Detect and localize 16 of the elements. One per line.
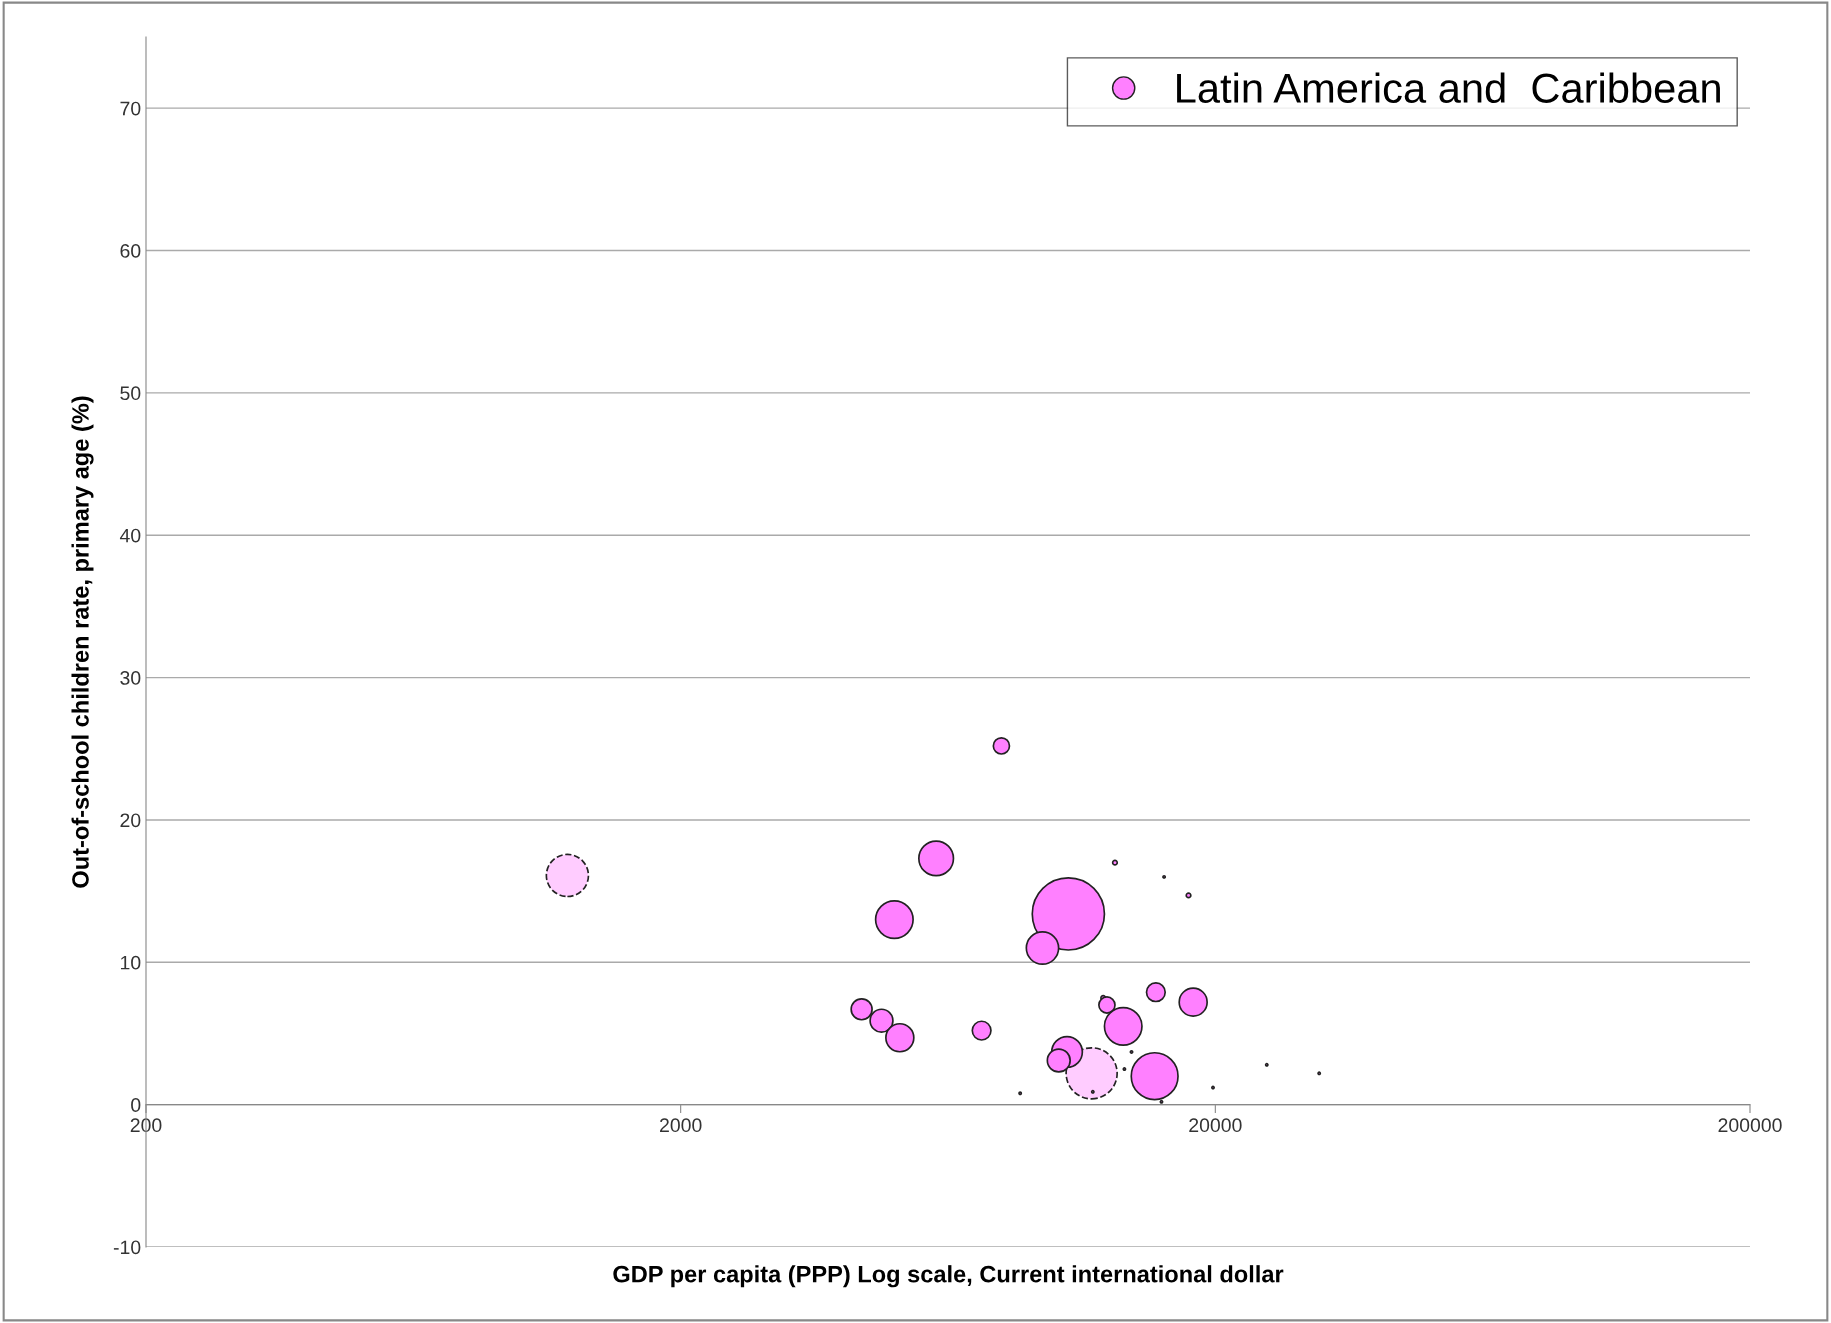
y-axis-title: Out-of-school children rate, primary age (%)	[71, 396, 94, 888]
y-tick-label: 70	[120, 101, 141, 116]
y-tick-label: 10	[121, 955, 141, 970]
x-tick-label: 200000	[1718, 1118, 1782, 1133]
x-tick-label: 2000	[660, 1118, 702, 1133]
x-tick-label: 20000	[1189, 1118, 1242, 1133]
x-axis-title: GDP per capita (PPP) Log scale, Current international dollar	[613, 1265, 1284, 1288]
x-tick-label: 200	[130, 1118, 162, 1133]
y-tick-label: 40	[119, 528, 141, 543]
y-tick-label: -10	[113, 1240, 141, 1255]
y-tick-label: 30	[120, 671, 141, 685]
legend-label: Latin America and Caribbean	[1177, 72, 1720, 104]
y-tick-label: 20	[120, 813, 141, 828]
y-tick-label: 60	[120, 244, 141, 258]
y-tick-label: 0	[131, 1098, 141, 1112]
y-tick-label: 50	[120, 386, 141, 401]
